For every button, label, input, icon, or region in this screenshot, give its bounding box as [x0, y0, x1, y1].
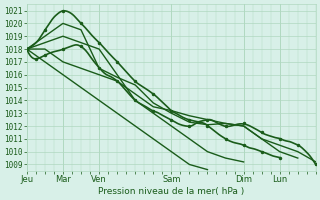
X-axis label: Pression niveau de la mer( hPa ): Pression niveau de la mer( hPa ): [98, 187, 244, 196]
